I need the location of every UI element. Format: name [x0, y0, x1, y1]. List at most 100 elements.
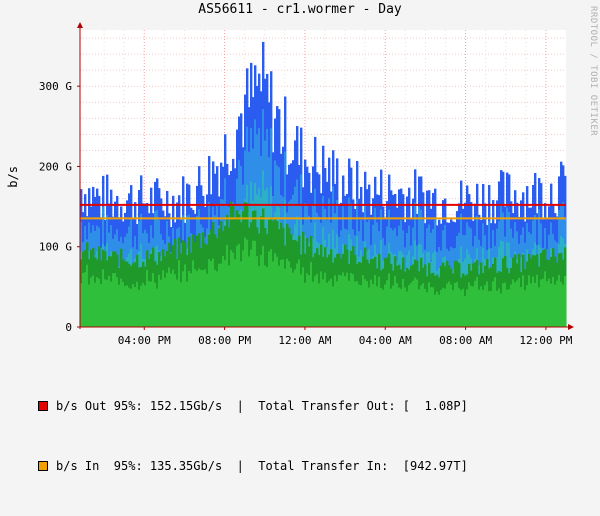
legend-text-in: b/s In 95%: 135.35Gb/s | Total Transfer …: [56, 459, 468, 473]
in-bar-body: [138, 289, 141, 327]
in-bar-body: [216, 271, 219, 327]
x-tick-label: 12:00 AM: [278, 334, 331, 347]
in-bar-body: [460, 290, 463, 327]
in-bar-body: [428, 282, 431, 327]
in-bar-body: [114, 273, 117, 327]
in-bar-body: [564, 275, 567, 327]
y-axis-arrow: [77, 22, 83, 28]
in-bar-body: [252, 240, 255, 327]
in-bar-body: [532, 276, 535, 327]
in-bar-body: [186, 281, 189, 327]
in-bar-body: [548, 278, 551, 327]
in-bar-body: [308, 275, 311, 327]
in-bar-body: [520, 287, 523, 327]
in-bar-body: [468, 282, 471, 327]
in-bar-body: [440, 290, 443, 327]
in-bar-body: [438, 294, 441, 327]
in-bar-body: [516, 280, 519, 327]
in-bar-body: [550, 283, 553, 327]
in-bar-body: [528, 275, 531, 327]
in-bar-body: [120, 278, 123, 327]
legend-item-in: b/s In 95%: 135.35Gb/s | Total Transfer …: [38, 456, 468, 476]
in-bar-body: [228, 265, 231, 327]
in-bar-body: [546, 281, 549, 327]
in-bar-body: [404, 287, 407, 327]
in-bar-body: [230, 250, 233, 327]
in-bar-body: [242, 250, 245, 327]
in-bar-body: [544, 271, 547, 327]
axes: [77, 22, 574, 330]
in-bar-body: [220, 263, 223, 327]
in-bar-body: [142, 282, 145, 327]
in-bar-body: [400, 288, 403, 327]
in-bar-body: [190, 273, 193, 327]
in-bar-body: [326, 282, 329, 327]
in-bar-body: [284, 268, 287, 327]
y-tick-label: 200 G: [39, 160, 72, 173]
in-bar-body: [200, 269, 203, 327]
in-bar-body: [422, 283, 425, 327]
in-bar-body: [524, 290, 527, 327]
in-bar-body: [150, 281, 153, 327]
in-bar-body: [134, 287, 137, 327]
y-tick-label: 0: [65, 321, 72, 334]
series-layer: [80, 41, 567, 328]
in-bar-body: [464, 296, 467, 327]
in-bar-body: [508, 289, 511, 327]
in-bar-body: [302, 267, 305, 327]
in-bar-body: [272, 261, 275, 327]
in-bar-body: [102, 269, 105, 327]
in-bar-body: [410, 282, 413, 327]
in-bar-body: [112, 273, 115, 327]
x-tick-label: 04:00 AM: [359, 334, 412, 347]
in-bar-body: [80, 283, 83, 327]
in-bar-body: [254, 240, 257, 327]
legend-text-out: b/s Out 95%: 152.15Gb/s | Total Transfer…: [56, 399, 468, 413]
in-bar-body: [140, 285, 143, 327]
in-bar-body: [370, 279, 373, 327]
in-bar-body: [368, 287, 371, 327]
in-bar-body: [108, 275, 111, 327]
in-bar-body: [146, 270, 149, 327]
in-bar-body: [128, 287, 131, 327]
in-bar-body: [206, 273, 209, 327]
in-bar-body: [136, 281, 139, 327]
in-bar-body: [196, 270, 199, 327]
in-bar-body: [240, 261, 243, 327]
in-bar-body: [316, 273, 319, 327]
in-bar-body: [192, 260, 195, 327]
in-bar-body: [156, 288, 159, 327]
in-bar-body: [294, 269, 297, 327]
in-bar-body: [352, 274, 355, 327]
in-bar-body: [416, 279, 419, 327]
in-bar-body: [424, 288, 427, 327]
in-bar-body: [336, 281, 339, 327]
x-tick-label: 12:00 PM: [519, 334, 572, 347]
x-axis-arrow: [568, 324, 574, 330]
in-bar-body: [208, 259, 211, 327]
in-bar-body: [434, 294, 437, 327]
in-bar-body: [372, 284, 375, 327]
in-bar-body: [292, 272, 295, 327]
in-bar-body: [222, 255, 225, 327]
in-bar-body: [442, 287, 445, 327]
in-bar-body: [378, 276, 381, 327]
in-bar-body: [320, 271, 323, 327]
rrdtool-credit: RRDTOOL / TOBI OETIKER: [588, 6, 598, 137]
graph-frame: AS56611 - cr1.wormer - Day RRDTOOL / TOB…: [6, 2, 598, 473]
in-bar-body: [562, 284, 565, 327]
in-bar-body: [558, 274, 561, 327]
legend-item-out: b/s Out 95%: 152.15Gb/s | Total Transfer…: [38, 396, 468, 416]
in-bar-body: [518, 277, 521, 327]
in-bar-body: [338, 274, 341, 327]
in-bar-body: [432, 287, 435, 327]
in-bar-body: [476, 277, 479, 327]
in-bar-body: [542, 278, 545, 327]
in-bar-body: [124, 286, 127, 327]
in-bar-body: [260, 254, 263, 327]
in-bar-body: [268, 251, 271, 327]
x-tick-label: 08:00 AM: [439, 334, 492, 347]
in-bar-body: [354, 281, 357, 327]
in-bar-body: [104, 279, 107, 327]
in-bar-body: [466, 289, 469, 327]
